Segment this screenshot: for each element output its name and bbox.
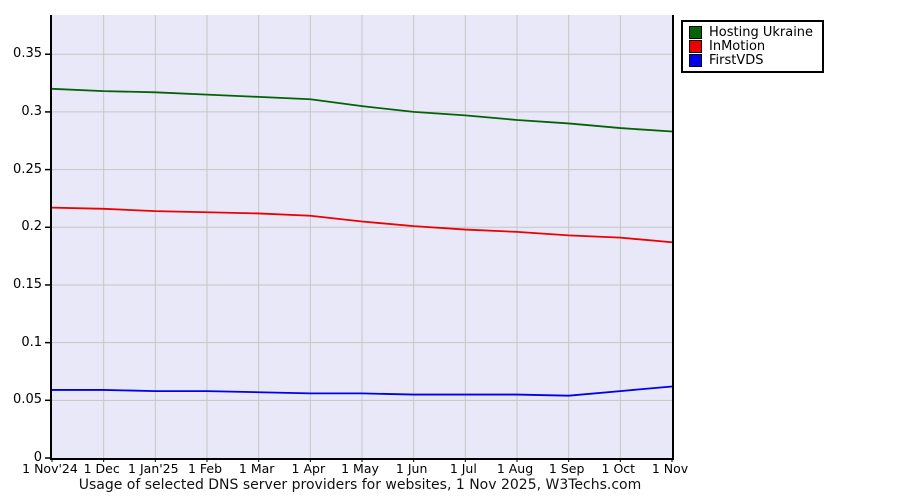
legend-label: InMotion [709, 38, 766, 54]
plot-area [45, 15, 674, 462]
series-line-hosting-ukraine [51, 87, 673, 133]
y-tick-label: 0.15 [13, 276, 42, 292]
y-tick-label: 0.2 [21, 219, 42, 235]
legend-label: Hosting Ukraine [709, 24, 814, 40]
legend-swatch-icon [689, 39, 702, 53]
x-tick-label: 1 Jan'25 [128, 461, 179, 476]
legend-box: Hosting Ukraine InMotion FirstVDS [681, 20, 825, 73]
y-tick-label: 0.3 [21, 103, 42, 119]
x-tick-label: 1 Sep [548, 461, 585, 476]
y-tick-label: 0.25 [13, 161, 42, 177]
legend-item: InMotion [689, 38, 813, 54]
legend-label: FirstVDS [709, 52, 764, 68]
y-tick-label: 0.1 [21, 334, 42, 350]
legend-swatch-icon [689, 53, 702, 67]
series-line-inmotion [51, 206, 673, 244]
chart-canvas [45, 15, 673, 462]
x-tick-label: 1 Jul [449, 461, 477, 476]
legend-item: FirstVDS [689, 52, 813, 68]
x-tick-label: 1 Feb [187, 461, 223, 476]
legend-swatch-icon [689, 25, 702, 39]
x-tick-label: 1 Oct [601, 461, 636, 476]
chart-title: Usage of selected DNS server providers f… [78, 477, 642, 493]
y-tick-label: 0 [33, 450, 42, 465]
legend-item: Hosting Ukraine [689, 24, 814, 40]
x-tick-label: 1 Mar [238, 461, 275, 476]
x-tick-label: 1 Apr [291, 461, 326, 476]
x-tick-label: 1 Nov'24 [22, 461, 78, 476]
x-tick-label: 1 May [341, 461, 379, 476]
series-line-firstvds [52, 385, 673, 397]
x-tick-label: 1 Aug [496, 461, 534, 476]
x-tick-label: 1 Nov [651, 461, 689, 476]
x-tick-label: 1 Jun [395, 461, 428, 476]
y-tick-label: 0.05 [13, 392, 42, 408]
y-tick-label: 0.35 [13, 46, 42, 62]
x-tick-label: 1 Dec [83, 461, 120, 476]
